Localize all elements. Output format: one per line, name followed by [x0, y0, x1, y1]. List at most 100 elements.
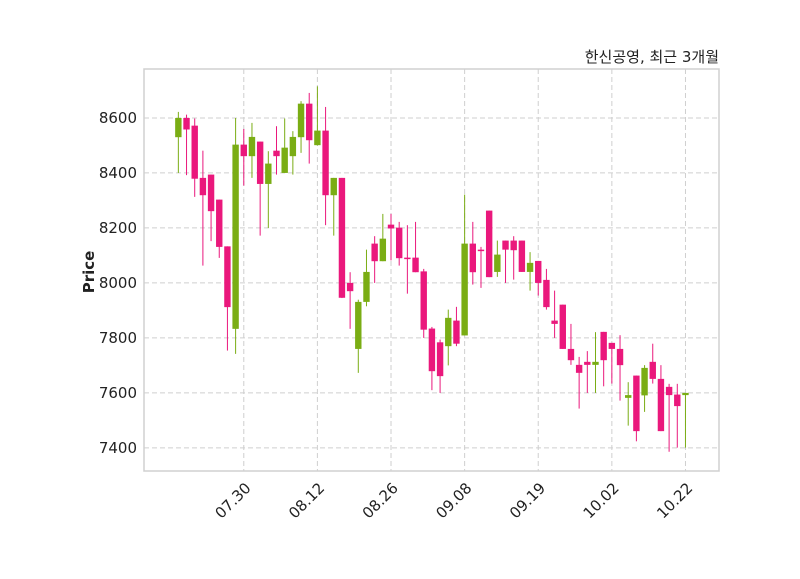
x-tick-label: 08.12 — [285, 479, 328, 522]
candle-up — [494, 240, 501, 277]
candle-up — [314, 86, 321, 146]
candle-body — [363, 271, 370, 302]
candle-body — [445, 317, 452, 347]
candle-down — [191, 118, 198, 197]
candle-down — [436, 339, 444, 393]
candle-up — [682, 392, 689, 448]
candle-body — [584, 361, 591, 365]
candle-body — [175, 117, 182, 138]
candle-up — [281, 118, 288, 173]
candle-body — [543, 279, 550, 308]
candle-body — [207, 174, 215, 212]
candle-body — [608, 342, 616, 349]
candle-down — [387, 213, 395, 261]
candles — [175, 86, 689, 452]
candle-up — [592, 332, 599, 393]
y-axis: 7400 7600 7800 8000 8200 8400 8600 — [99, 109, 137, 457]
x-tick-label: 07.30 — [212, 479, 255, 522]
candle-body — [412, 257, 419, 273]
candle-body — [306, 103, 313, 141]
candle-up — [297, 101, 305, 153]
candle-down — [240, 128, 247, 186]
candle-down — [600, 331, 607, 387]
candle-body — [502, 240, 509, 250]
candle-up — [232, 117, 239, 354]
candle-body — [322, 130, 329, 196]
x-tick-label: 09.19 — [506, 479, 549, 522]
candle-down — [338, 177, 346, 299]
candle-body — [592, 361, 599, 365]
candle-body — [297, 103, 305, 138]
candle-body — [281, 147, 288, 173]
candle-down — [420, 268, 427, 338]
candle-up — [289, 131, 297, 175]
candle-body — [404, 257, 411, 260]
y-axis-label: Price — [80, 251, 98, 294]
candle-body — [567, 348, 575, 361]
x-axis: 07.30 08.12 08.26 09.08 09.19 10.02 10.22 — [212, 479, 697, 522]
y-tick-label: 7800 — [99, 329, 137, 347]
candle-down — [207, 174, 215, 242]
candle-body — [665, 386, 673, 396]
candle-body — [518, 240, 526, 272]
candle-down — [371, 236, 378, 283]
candle-body — [216, 199, 223, 247]
candle-down — [502, 240, 509, 283]
chart-title: 한신공영, 최근 3개월 — [585, 48, 719, 66]
candle-up — [379, 213, 387, 262]
candle-body — [461, 243, 468, 336]
y-tick-label: 7400 — [99, 439, 137, 457]
candle-up — [330, 177, 337, 236]
candle-down — [543, 268, 550, 310]
candle-down — [657, 365, 665, 432]
candle-down — [477, 246, 485, 288]
candle-down — [199, 150, 207, 266]
candle-body — [224, 246, 231, 308]
y-tick-label: 8200 — [99, 219, 137, 237]
candle-body — [240, 144, 247, 157]
candle-body — [559, 304, 566, 349]
candle-body — [682, 392, 689, 396]
candle-body — [616, 348, 624, 366]
candle-down — [665, 383, 673, 452]
candle-up — [175, 111, 182, 173]
plot-frame — [143, 68, 720, 472]
candle-down — [224, 246, 231, 351]
candle-body — [477, 249, 485, 252]
candle-up — [641, 365, 648, 412]
candle-body — [657, 378, 665, 432]
candle-up — [526, 252, 534, 291]
candle-body — [428, 328, 436, 372]
candle-down — [485, 210, 493, 278]
candle-body — [395, 227, 403, 259]
candle-down — [649, 343, 656, 384]
candle-body — [674, 394, 681, 407]
candle-body — [526, 262, 534, 272]
candle-down — [616, 335, 624, 401]
candle-down — [575, 356, 583, 409]
candle-down — [256, 141, 264, 236]
candle-up — [625, 382, 632, 426]
candle-down — [273, 126, 280, 175]
candle-body — [248, 136, 256, 157]
candle-down — [674, 383, 681, 448]
candle-down — [559, 304, 566, 349]
candle-body — [265, 163, 272, 184]
candle-body — [453, 320, 460, 344]
candle-body — [633, 375, 640, 432]
candle-down — [518, 240, 526, 272]
candle-down — [216, 199, 223, 258]
y-tick-label: 7600 — [99, 384, 137, 402]
x-tick-label: 10.02 — [580, 479, 623, 522]
candle-body — [575, 364, 583, 373]
candle-body — [600, 331, 607, 361]
x-tick-label: 09.08 — [432, 479, 475, 522]
candle-up — [355, 299, 362, 373]
candle-body — [183, 117, 190, 130]
candle-down — [404, 225, 411, 294]
candle-down — [584, 351, 591, 393]
candle-down — [469, 221, 477, 285]
candle-body — [256, 141, 264, 184]
candle-down — [306, 92, 313, 164]
candle-body — [485, 210, 493, 278]
